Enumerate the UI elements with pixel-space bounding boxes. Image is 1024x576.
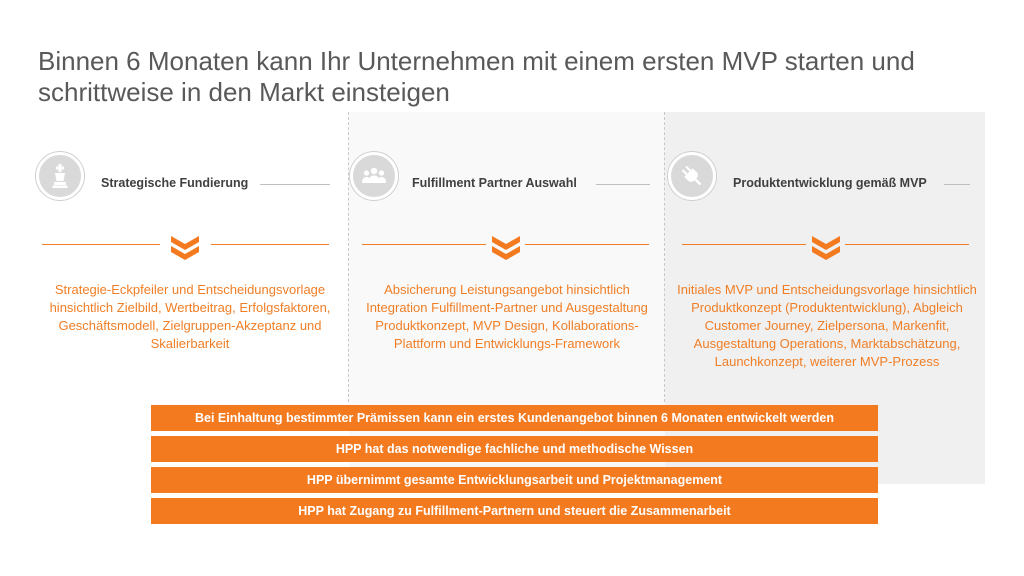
plug-icon: [668, 152, 716, 200]
orange-line-2-left: [362, 244, 486, 245]
chevron-down-icon: [171, 236, 199, 260]
step-label-2: Fulfillment Partner Auswahl: [412, 176, 577, 190]
summary-bar-3: HPP übernimmt gesamte Entwicklungsarbeit…: [151, 467, 878, 493]
label-line-3: [944, 184, 970, 185]
step-description-2: Absicherung Leistungsangebot hinsichtlic…: [366, 282, 648, 351]
column-divider-1: [348, 112, 349, 402]
summary-bar-4: HPP hat Zugang zu Fulfillment-Partnern u…: [151, 498, 878, 524]
step-label-1: Strategische Fundierung: [101, 176, 249, 190]
orange-line-1-left: [42, 244, 160, 245]
orange-line-3-right: [845, 244, 969, 245]
people-group-icon: [350, 152, 398, 200]
step-description-1: Strategie-Eckpfeiler und Entscheidungsvo…: [49, 282, 331, 351]
orange-line-3-left: [682, 244, 806, 245]
summary-bar-2: HPP hat das notwendige fachliche und met…: [151, 436, 878, 462]
step-label-3: Produktentwicklung gemäß MVP: [733, 176, 927, 190]
chevron-down-icon: [492, 236, 520, 260]
summary-bar-1: Bei Einhaltung bestimmter Prämissen kann…: [151, 405, 878, 431]
orange-line-1-right: [211, 244, 329, 245]
step-description-3: Initiales MVP und Entscheidungsvorlage h…: [677, 282, 977, 369]
page-title: Binnen 6 Monaten kann Ihr Unternehmen mi…: [38, 46, 915, 107]
orange-line-2-right: [525, 244, 649, 245]
column-divider-2: [664, 112, 665, 402]
label-line-2: [596, 184, 650, 185]
label-line-1: [260, 184, 330, 185]
chevron-down-icon: [812, 236, 840, 260]
chess-king-icon: [36, 152, 84, 200]
